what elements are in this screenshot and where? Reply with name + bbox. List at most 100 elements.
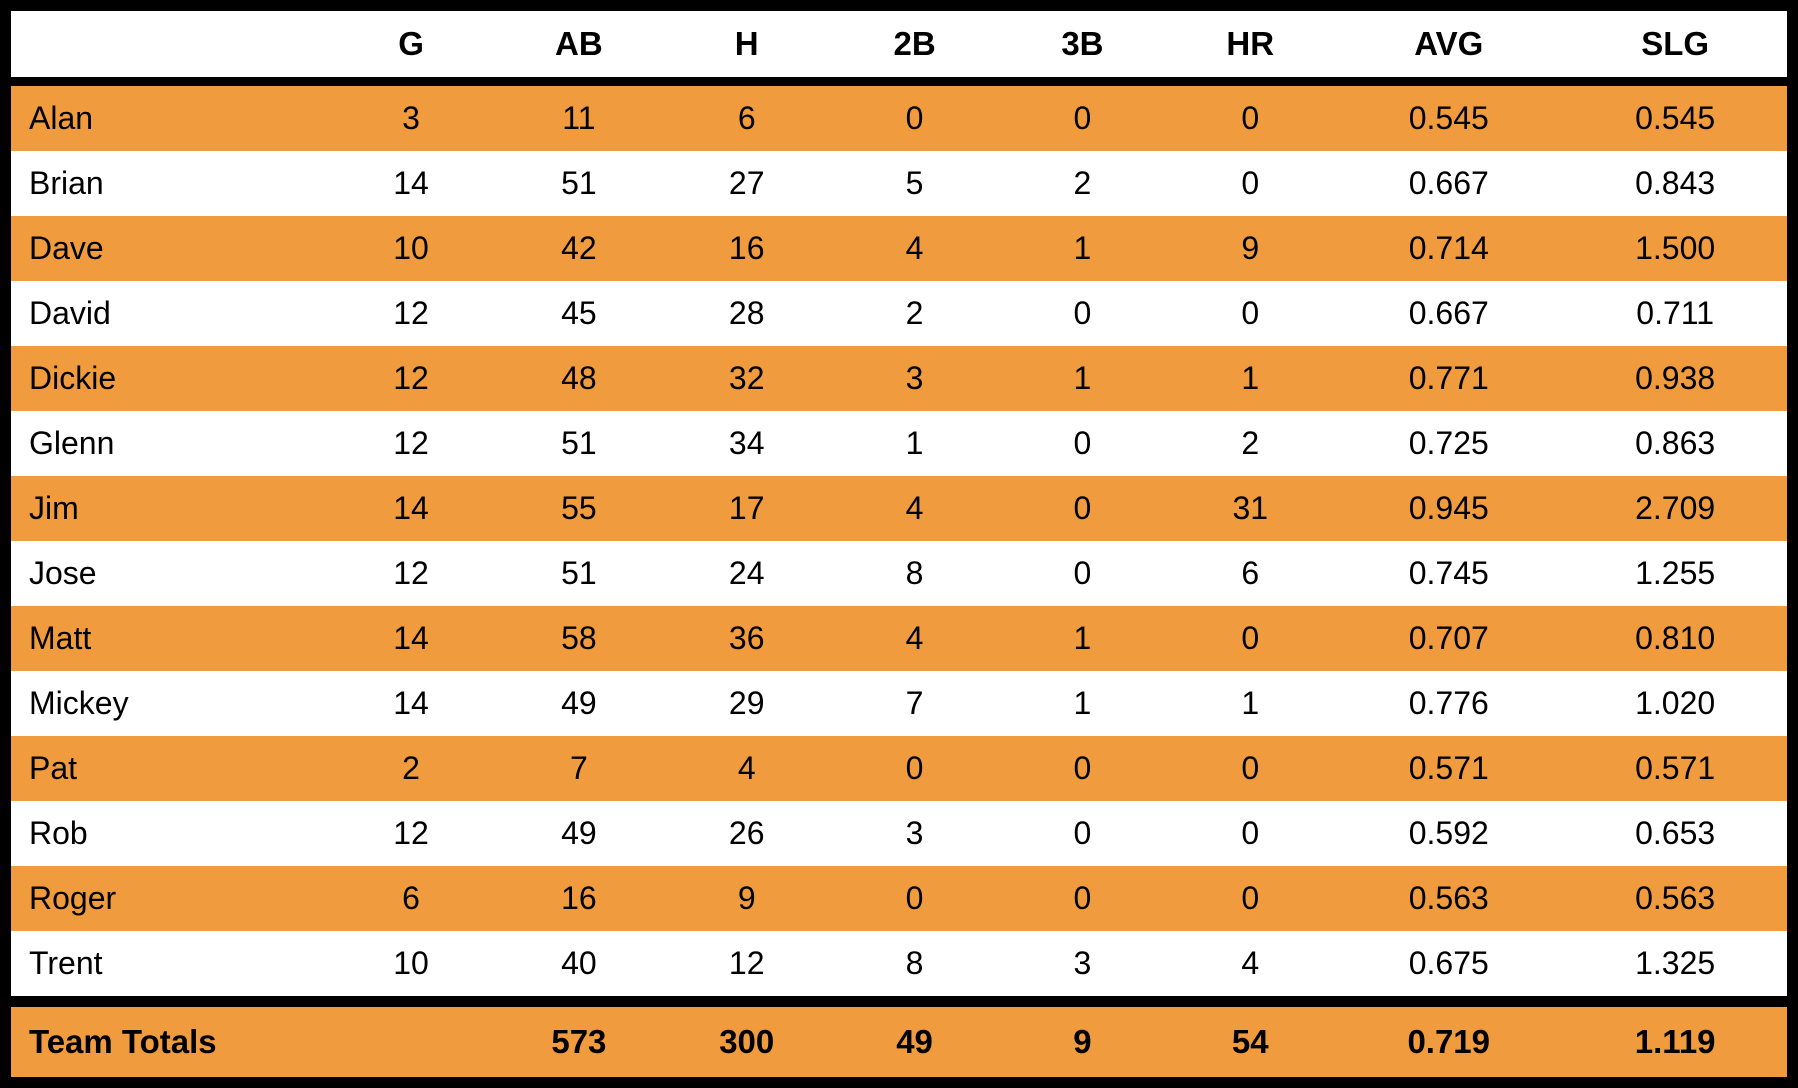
- player-row: Jim 14 55 17 4 0 31 0.945 2.709: [5, 476, 1793, 541]
- player-row: Brian 14 51 27 5 2 0 0.667 0.843: [5, 151, 1793, 216]
- stat-cell: 0: [1241, 100, 1260, 136]
- table-header: G AB H 2B 3B HR AVG SLG: [5, 5, 1793, 86]
- stat-cell: 6: [1241, 555, 1260, 591]
- player-name-cell: David: [29, 295, 111, 331]
- stat-cell: 1: [1073, 685, 1092, 721]
- stat-cell: 0.592: [1408, 815, 1489, 851]
- player-name-cell: Alan: [29, 100, 94, 136]
- stat-cell: 0: [1073, 815, 1092, 851]
- stat-cell: 0: [1241, 750, 1260, 786]
- totals-stat-cell: 49: [830, 996, 999, 1083]
- totals-stat-cell: [327, 996, 495, 1083]
- player-name-cell: Trent: [29, 945, 103, 981]
- stat-cell: 28: [728, 295, 765, 331]
- stat-cell: 3: [1073, 945, 1092, 981]
- stat-cell: 0.711: [1636, 295, 1714, 331]
- column-header-h: H: [662, 5, 831, 86]
- stat-cell: 10: [393, 945, 429, 981]
- stat-cell: 9: [1241, 230, 1260, 266]
- totals-stat-cell: 9: [998, 996, 1167, 1083]
- player-name-cell: Roger: [29, 880, 117, 916]
- stat-cell: 1: [1073, 360, 1092, 396]
- stat-cell: 0.545: [1635, 100, 1716, 136]
- stat-cell: 27: [728, 165, 765, 201]
- stat-cell: 58: [561, 620, 597, 656]
- stat-cell: 12: [393, 815, 429, 851]
- stat-cell: 0: [905, 100, 924, 136]
- stat-cell: 2.709: [1635, 490, 1716, 526]
- stat-cell: 12: [728, 945, 765, 981]
- stat-cell: 3: [905, 360, 924, 396]
- stat-cell: 0.571: [1408, 750, 1489, 786]
- stat-cell: 0: [905, 750, 924, 786]
- player-name-cell: Matt: [29, 620, 92, 656]
- stat-cell: 45: [561, 295, 597, 331]
- stat-cell: 0.725: [1408, 425, 1489, 461]
- stat-cell: 1: [1073, 620, 1092, 656]
- stat-cell: 16: [728, 230, 765, 266]
- stat-cell: 48: [561, 360, 597, 396]
- player-row: Glenn 12 51 34 1 0 2 0.725 0.863: [5, 411, 1793, 476]
- stat-cell: 1.020: [1635, 685, 1716, 721]
- player-name-cell: Rob: [29, 815, 88, 851]
- player-row: Mickey 14 49 29 7 1 1 0.776 1.020: [5, 671, 1793, 736]
- stat-cell: 12: [393, 360, 429, 396]
- stat-cell: 0: [1073, 750, 1092, 786]
- stat-cell: 12: [393, 425, 429, 461]
- stat-cell: 4: [905, 230, 924, 266]
- stat-cell: 4: [905, 490, 924, 526]
- totals-label-cell: Team Totals: [5, 996, 328, 1083]
- totals-row: Team Totals 573 300 49 9 54 0.719 1.119: [5, 996, 1793, 1083]
- stat-cell: 0.675: [1408, 945, 1489, 981]
- stat-cell: 10: [393, 230, 429, 266]
- player-name-cell: Mickey: [29, 685, 129, 721]
- totals-stat-cell: 54: [1166, 996, 1335, 1083]
- stat-cell: 0: [905, 880, 924, 916]
- player-row: Rob 12 49 26 3 0 0 0.592 0.653: [5, 801, 1793, 866]
- stat-cell: 14: [393, 685, 429, 721]
- stat-cell: 2: [905, 295, 924, 331]
- stat-cell: 0.714: [1408, 230, 1489, 266]
- stat-cell: 34: [728, 425, 765, 461]
- stat-cell: 0.745: [1408, 555, 1489, 591]
- stat-cell: 0: [1073, 100, 1092, 136]
- stat-cell: 8: [905, 555, 924, 591]
- column-header-slg: SLG: [1563, 5, 1793, 86]
- stat-cell: 0.938: [1635, 360, 1716, 396]
- stat-cell: 4: [1241, 945, 1260, 981]
- stat-cell: 0: [1073, 490, 1092, 526]
- name-column-header: [5, 5, 328, 86]
- totals-stat-cell: 1.119: [1563, 996, 1793, 1083]
- player-row: David 12 45 28 2 0 0 0.667 0.711: [5, 281, 1793, 346]
- stat-cell: 0: [1241, 295, 1260, 331]
- player-row: Dave 10 42 16 4 1 9 0.714 1.500: [5, 216, 1793, 281]
- totals-stat-cell: 0.719: [1334, 996, 1564, 1083]
- stat-cell: 6: [737, 100, 756, 136]
- stat-cell: 0.776: [1408, 685, 1489, 721]
- stat-cell: 51: [561, 165, 597, 201]
- stat-cell: 11: [562, 100, 596, 136]
- stat-cell: 0: [1073, 295, 1092, 331]
- stat-cell: 42: [561, 230, 597, 266]
- stat-cell: 3: [905, 815, 924, 851]
- stat-cell: 2: [1241, 425, 1260, 461]
- stat-cell: 7: [569, 750, 588, 786]
- stat-cell: 0.571: [1635, 750, 1716, 786]
- stat-cell: 32: [728, 360, 765, 396]
- player-row: Matt 14 58 36 4 1 0 0.707 0.810: [5, 606, 1793, 671]
- player-row: Alan 3 11 6 0 0 0 0.545 0.545: [5, 81, 1793, 151]
- stat-cell: 14: [393, 620, 429, 656]
- column-header-hr: HR: [1166, 5, 1335, 86]
- stat-cell: 4: [905, 620, 924, 656]
- stat-cell: 36: [728, 620, 765, 656]
- stat-cell: 49: [561, 815, 597, 851]
- stat-cell: 1.500: [1635, 230, 1716, 266]
- player-name-cell: Dave: [29, 230, 104, 266]
- stat-cell: 0: [1241, 815, 1260, 851]
- stat-cell: 0.771: [1408, 360, 1489, 396]
- stat-cell: 1.255: [1635, 555, 1716, 591]
- stat-cell: 0.863: [1635, 425, 1716, 461]
- stat-cell: 51: [561, 425, 597, 461]
